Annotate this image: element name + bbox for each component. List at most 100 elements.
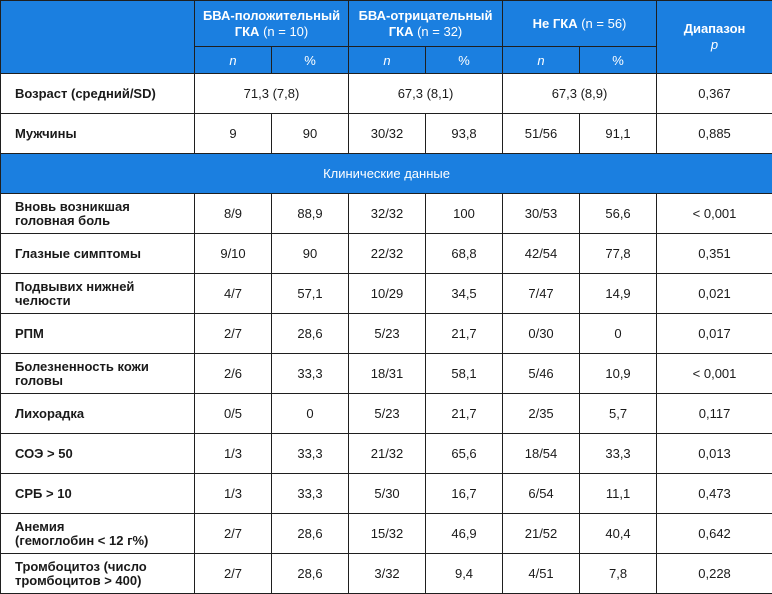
table-row: Болезненность кожи головы 2/6 33,3 18/31 58,1… [0, 353, 772, 394]
cell-value: 14,9 [579, 273, 658, 314]
cell-value: 4/7 [194, 273, 272, 314]
cell-value: 40,4 [579, 513, 658, 554]
table-row: Подвывих нижней челюсти 4/7 57,1 10/29 34,5 7/… [0, 273, 772, 314]
cell-value: 1/3 [194, 473, 272, 514]
row-label: СОЭ > 50 [0, 433, 195, 474]
cell-value: 93,8 [425, 113, 504, 154]
cell-p-value: 0,117 [656, 393, 772, 434]
cell-p-value: 0,017 [656, 313, 772, 354]
subheader-pct: % [579, 46, 658, 74]
table-row: Мужчины 9 90 30/32 93,8 51/56 91,1 0,885 [0, 113, 772, 154]
cell-value: 22/32 [348, 233, 427, 274]
subheader-pct: % [425, 46, 504, 74]
row-label: Вновь возникшая головная боль [0, 193, 195, 234]
table-row: Тромбоцитоз (число тромбоцитов > 400) 2/7 2… [0, 553, 772, 594]
cell-value: 9/10 [194, 233, 272, 274]
cell-value: 4/51 [502, 553, 581, 594]
table-row: СРБ > 10 1/3 33,3 5/30 16,7 6/54 11,1 0,473 [0, 473, 772, 514]
cell-value: 15/32 [348, 513, 427, 554]
cell-value: 65,6 [425, 433, 504, 474]
cell-value: 18/31 [348, 353, 427, 394]
cell-value: 51/56 [502, 113, 581, 154]
cell-value: 0/5 [194, 393, 272, 434]
cell-value: 77,8 [579, 233, 658, 274]
row-label: Тромбоцитоз (число тромбоцитов > 400) [0, 553, 195, 594]
cell-p-value: 0,013 [656, 433, 772, 474]
row-label: Глазные симптомы [0, 233, 195, 274]
cell-value: 33,3 [579, 433, 658, 474]
cell-value: 7/47 [502, 273, 581, 314]
cell-p-value: 0,367 [656, 73, 772, 114]
cell-value: 5/30 [348, 473, 427, 514]
cell-value: 11,1 [579, 473, 658, 514]
subheader-n: n [348, 46, 427, 74]
cell-value: 58,1 [425, 353, 504, 394]
row-label: Болезненность кожи головы [0, 353, 195, 394]
cell-value: 2/35 [502, 393, 581, 434]
cell-value: 90 [270, 113, 350, 154]
cell-value: 2/6 [194, 353, 272, 394]
cell-value: 0 [270, 393, 350, 434]
cell-value: 88,9 [270, 193, 350, 234]
cell-value: 16,7 [425, 473, 504, 514]
cell-p-value: < 0,001 [656, 193, 772, 234]
cell-p-value: < 0,001 [656, 353, 772, 394]
header-corner [0, 0, 195, 74]
cell-value: 34,5 [425, 273, 504, 314]
table-row: РПМ 2/7 28,6 5/23 21,7 0/30 0 0,017 [0, 313, 772, 354]
group1-header: БВА-положительный ГКА (n = 10) [193, 0, 350, 47]
cell-p-value: 0,642 [656, 513, 772, 554]
cell-value: 67,3 (8,9) [502, 73, 658, 114]
subheader-pct: % [270, 46, 350, 74]
cell-value: 5/23 [348, 313, 427, 354]
row-label: СРБ > 10 [0, 473, 195, 514]
cell-value: 21,7 [425, 313, 504, 354]
cell-value: 21,7 [425, 393, 504, 434]
cell-value: 2/7 [194, 313, 272, 354]
table-row: Возраст (средний/SD) 71,3 (7,8) 67,3 (8,… [0, 73, 772, 114]
cell-value: 1/3 [194, 433, 272, 474]
cell-value: 28,6 [270, 513, 350, 554]
subheader-n: n [502, 46, 581, 74]
cell-value: 0/30 [502, 313, 581, 354]
cell-value: 100 [425, 193, 504, 234]
cell-value: 42/54 [502, 233, 581, 274]
cell-p-value: 0,021 [656, 273, 772, 314]
cell-value: 32/32 [348, 193, 427, 234]
table-row: Анемия (гемоглобин < 12 г%) 2/7 28,6 15/32 46… [0, 513, 772, 554]
cell-value: 90 [270, 233, 350, 274]
cell-value: 2/7 [194, 513, 272, 554]
cell-value: 18/54 [502, 433, 581, 474]
row-label: Возраст (средний/SD) [0, 73, 195, 114]
cell-value: 10/29 [348, 273, 427, 314]
table-row: Вновь возникшая головная боль 8/9 88,9 32/32… [0, 193, 772, 234]
cell-value: 9,4 [425, 553, 504, 594]
cell-value: 8/9 [194, 193, 272, 234]
cell-value: 30/53 [502, 193, 581, 234]
cell-value: 30/32 [348, 113, 427, 154]
cell-value: 5/23 [348, 393, 427, 434]
cell-p-value: 0,228 [656, 553, 772, 594]
cell-value: 33,3 [270, 433, 350, 474]
row-label: Лихорадка [0, 393, 195, 434]
cell-value: 10,9 [579, 353, 658, 394]
cell-value: 9 [194, 113, 272, 154]
cell-value: 33,3 [270, 473, 350, 514]
group2-header: БВА-отрицательный ГКА (n = 32) [348, 0, 504, 47]
cell-value: 5/46 [502, 353, 581, 394]
cell-value: 6/54 [502, 473, 581, 514]
cell-value: 28,6 [270, 553, 350, 594]
group3-header: Не ГКА (n = 56) [502, 0, 658, 47]
table-row: Глазные симптомы 9/10 90 22/32 68,8 42/54 77,8… [0, 233, 772, 274]
cell-value: 68,8 [425, 233, 504, 274]
cell-value: 91,1 [579, 113, 658, 154]
cell-value: 28,6 [270, 313, 350, 354]
cell-value: 57,1 [270, 273, 350, 314]
row-label: РПМ [0, 313, 195, 354]
range-header: Диапазон p [656, 0, 772, 74]
cell-value: 71,3 (7,8) [193, 73, 350, 114]
cell-value: 2/7 [194, 553, 272, 594]
cell-value: 33,3 [270, 353, 350, 394]
table-row: СОЭ > 50 1/3 33,3 21/32 65,6 18/54 33,3 0,013 [0, 433, 772, 474]
